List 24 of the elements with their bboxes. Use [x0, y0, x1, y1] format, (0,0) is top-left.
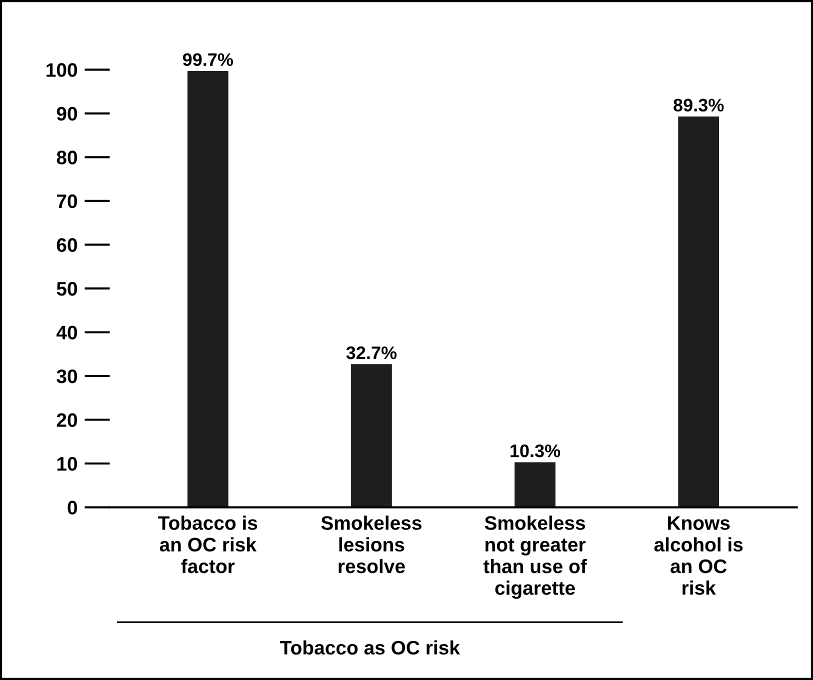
y-tick-label: 10 — [57, 456, 78, 471]
text: Tobacco as OC risk — [280, 640, 460, 655]
x-tick-label: Smokeless not greater than use of cigarette — [483, 516, 587, 599]
data-label: 89.3% — [674, 98, 724, 112]
y-tick-label: 0 — [68, 500, 78, 515]
y-tick-label: 80 — [56, 150, 78, 164]
x-tick-label: Smokeless lesions resolve — [321, 516, 422, 574]
x-tick-label: Tobacco is an OC risk factor — [158, 516, 258, 574]
bar — [514, 462, 556, 508]
y-tick-label: 40 — [56, 326, 78, 340]
y-tick-label: 20 — [56, 413, 78, 427]
y-tick-label: 50 — [56, 282, 78, 296]
data-label: 32.7% — [346, 346, 397, 360]
y-tick-label: 30 — [56, 369, 78, 384]
y-tick-label: 90 — [56, 106, 78, 121]
x-tick-label: Knows alcohol is an OC risk — [654, 516, 743, 595]
y-tick-label: 60 — [56, 238, 78, 252]
y-tick-label: 100 — [46, 63, 78, 77]
data-label: 10.3% — [510, 444, 560, 458]
bar — [351, 364, 392, 508]
data-label: 99.7% — [182, 53, 234, 66]
y-tick-label: 70 — [57, 194, 78, 208]
bar — [678, 116, 720, 508]
bar — [187, 70, 228, 508]
